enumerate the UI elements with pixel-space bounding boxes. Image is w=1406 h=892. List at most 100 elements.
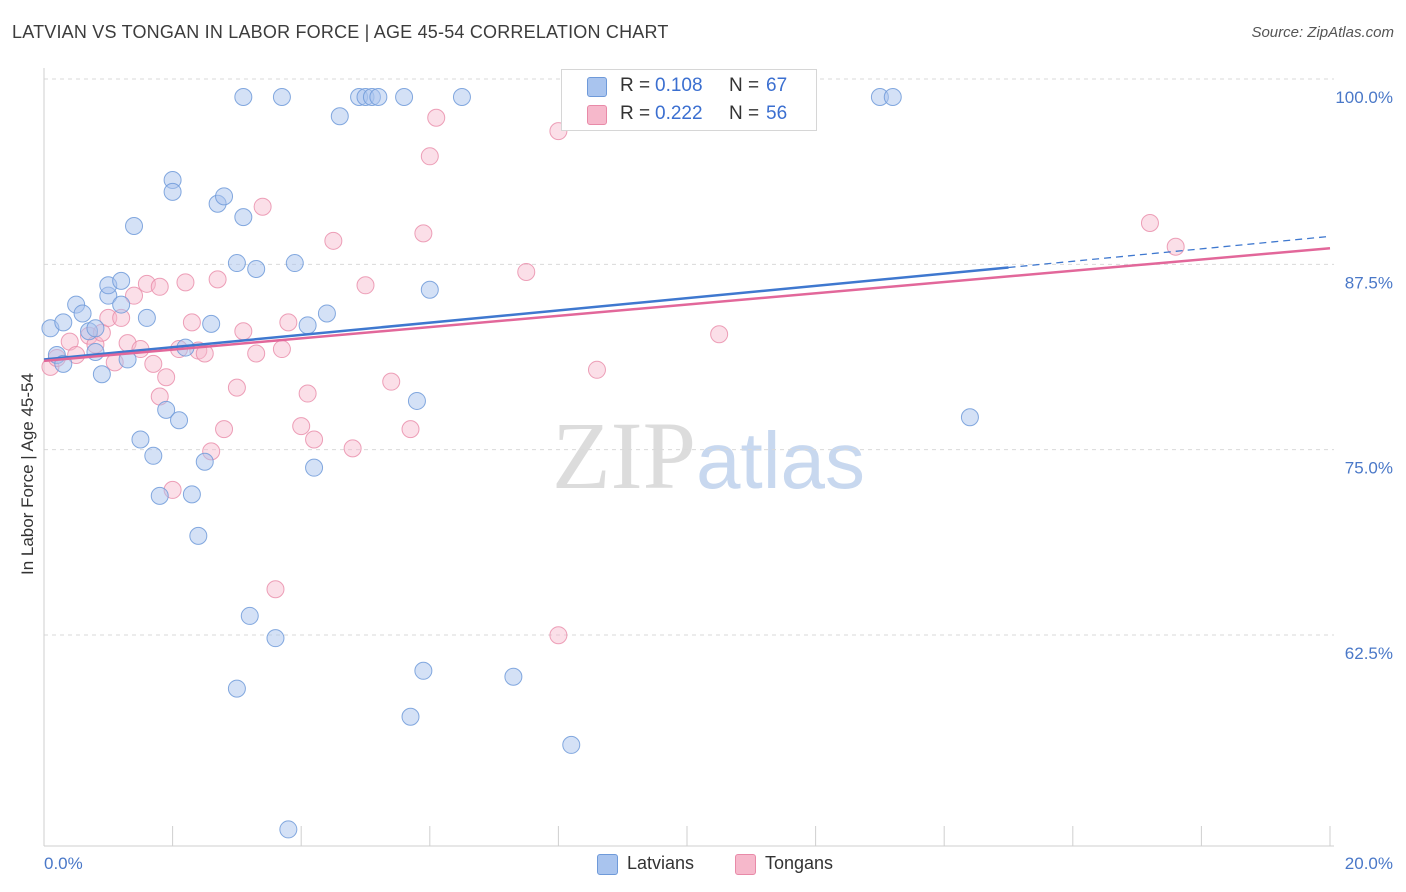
tongans-n-label: N = — [729, 103, 760, 124]
tongan-point — [414, 224, 433, 243]
latvians-legend-swatch — [597, 854, 618, 875]
y-tick-labels: 62.5% 75.0% 87.5% 100.0% — [1335, 88, 1393, 663]
latvian-point — [54, 313, 73, 332]
tongan-point — [234, 322, 253, 341]
latvians-n-label: N = — [729, 75, 760, 96]
tongan-point — [305, 430, 324, 449]
latvians-legend-label: Latvians — [627, 853, 695, 873]
latvian-point — [420, 280, 439, 299]
y-tick-label: 75.0% — [1345, 459, 1393, 478]
tongan-point — [253, 197, 272, 216]
tongan-point — [401, 420, 420, 439]
tongan-point — [215, 420, 234, 439]
latvian-point — [150, 486, 169, 505]
tongan-point — [1166, 237, 1185, 256]
latvian-point — [73, 304, 92, 323]
tongan-point — [99, 308, 118, 327]
latvian-point — [266, 629, 285, 648]
latvian-point — [883, 88, 902, 106]
latvians-r-value: 0.108 — [655, 75, 703, 96]
latvian-point — [960, 408, 979, 427]
stats-legend: R = 0.108 N = 67 R = 0.222 N = 56 — [561, 69, 817, 131]
tongan-point — [292, 417, 311, 436]
tongans-n-value: 56 — [766, 103, 788, 124]
x-tick-label-max: 20.0% — [1345, 854, 1393, 873]
latvians-trend-line — [43, 266, 1009, 361]
tongan-point — [279, 313, 298, 332]
tongan-point — [227, 378, 246, 397]
axes — [43, 68, 1334, 847]
latvian-point — [182, 485, 201, 504]
x-tick-label-min: 0.0% — [44, 854, 83, 873]
latvian-point — [189, 526, 208, 545]
latvian-point — [195, 452, 214, 471]
latvian-point — [562, 735, 581, 754]
tongan-point — [298, 384, 317, 403]
latvian-point — [163, 182, 182, 201]
latvian-point — [298, 316, 317, 335]
tongan-point — [420, 147, 439, 166]
latvian-point — [131, 430, 150, 449]
latvians-points — [41, 88, 979, 839]
latvians-trend-extension — [1008, 235, 1331, 269]
tongan-point — [427, 108, 446, 127]
latvian-point — [414, 661, 433, 680]
latvian-point — [285, 254, 304, 273]
y-tick-label: 87.5% — [1345, 273, 1393, 292]
latvian-point — [137, 308, 156, 327]
x-ticks — [43, 826, 1331, 846]
tongan-point — [182, 313, 201, 332]
series-legend: Latvians Tongans — [0, 852, 1406, 878]
latvian-point — [452, 88, 471, 106]
tongans-trend-line — [43, 246, 1331, 363]
tongan-point — [324, 231, 343, 250]
latvian-point — [112, 295, 131, 314]
latvian-point — [272, 88, 291, 106]
tongan-point — [272, 340, 291, 359]
latvian-point — [407, 391, 426, 410]
tongan-point — [549, 626, 568, 645]
latvian-point — [317, 304, 336, 323]
tongans-legend-label: Tongans — [765, 853, 834, 873]
latvian-point — [330, 107, 349, 126]
tongans-r-label: R = — [620, 103, 651, 124]
tongan-point — [247, 344, 266, 363]
tongan-point — [343, 439, 362, 458]
latvian-point — [240, 606, 259, 625]
latvian-point — [279, 820, 298, 839]
tongans-points — [41, 108, 1185, 645]
tongan-point — [144, 354, 163, 373]
latvian-point — [395, 88, 414, 106]
watermark-atlas: atlas — [696, 416, 865, 505]
y-tick-label: 100.0% — [1335, 88, 1393, 107]
latvian-point — [170, 411, 189, 430]
tongans-r-value: 0.222 — [655, 103, 703, 124]
latvian-point — [227, 254, 246, 273]
tongans-swatch — [587, 105, 607, 125]
tongan-point — [150, 277, 169, 296]
source-label: Source: ZipAtlas.com — [1251, 24, 1394, 41]
latvian-point — [369, 88, 388, 106]
latvian-point — [227, 679, 246, 698]
latvian-point — [125, 216, 144, 235]
latvian-point — [401, 707, 420, 726]
latvian-point — [215, 187, 234, 206]
watermark: ZIPatlas — [552, 400, 865, 511]
latvian-point — [157, 400, 176, 419]
tongan-point — [266, 580, 285, 599]
tongan-point — [710, 325, 729, 344]
latvian-point — [234, 88, 253, 106]
tongans-legend-swatch — [735, 854, 756, 875]
tongan-point — [208, 270, 227, 289]
latvian-point — [112, 271, 131, 290]
latvians-r-label: R = — [620, 75, 651, 96]
latvian-point — [247, 259, 266, 278]
legend-row-tongans: R = 0.222 N = 56 — [562, 101, 816, 129]
latvian-point — [144, 446, 163, 465]
latvian-point — [504, 667, 523, 686]
tongan-point — [157, 368, 176, 387]
tongan-point — [356, 276, 375, 295]
latvians-swatch — [587, 77, 607, 97]
latvians-n-value: 67 — [766, 75, 788, 96]
legend-row-latvians: R = 0.108 N = 67 — [562, 73, 816, 101]
